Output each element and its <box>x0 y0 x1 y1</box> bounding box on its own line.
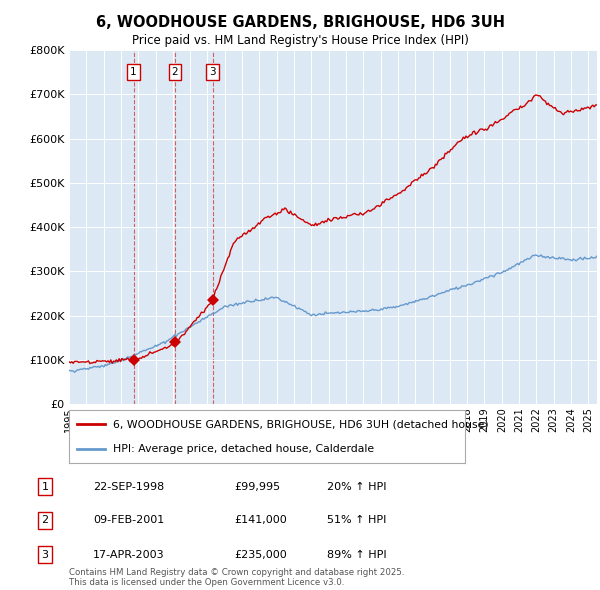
Text: 22-SEP-1998: 22-SEP-1998 <box>93 482 164 491</box>
Text: £235,000: £235,000 <box>234 550 287 559</box>
Text: 17-APR-2003: 17-APR-2003 <box>93 550 164 559</box>
Text: 6, WOODHOUSE GARDENS, BRIGHOUSE, HD6 3UH: 6, WOODHOUSE GARDENS, BRIGHOUSE, HD6 3UH <box>95 15 505 30</box>
Text: HPI: Average price, detached house, Calderdale: HPI: Average price, detached house, Cald… <box>113 444 374 454</box>
Text: 51% ↑ HPI: 51% ↑ HPI <box>327 516 386 525</box>
Text: 1: 1 <box>41 482 49 491</box>
Text: Price paid vs. HM Land Registry's House Price Index (HPI): Price paid vs. HM Land Registry's House … <box>131 34 469 47</box>
Text: £141,000: £141,000 <box>234 516 287 525</box>
Text: 20% ↑ HPI: 20% ↑ HPI <box>327 482 386 491</box>
Text: 3: 3 <box>209 67 216 77</box>
Text: 2: 2 <box>41 516 49 525</box>
Text: Contains HM Land Registry data © Crown copyright and database right 2025.
This d: Contains HM Land Registry data © Crown c… <box>69 568 404 587</box>
Text: 1: 1 <box>130 67 137 77</box>
Text: 09-FEB-2001: 09-FEB-2001 <box>93 516 164 525</box>
Text: 89% ↑ HPI: 89% ↑ HPI <box>327 550 386 559</box>
Text: 6, WOODHOUSE GARDENS, BRIGHOUSE, HD6 3UH (detached house): 6, WOODHOUSE GARDENS, BRIGHOUSE, HD6 3UH… <box>113 419 488 430</box>
Text: 2: 2 <box>172 67 178 77</box>
Text: £99,995: £99,995 <box>234 482 280 491</box>
Text: 3: 3 <box>41 550 49 559</box>
